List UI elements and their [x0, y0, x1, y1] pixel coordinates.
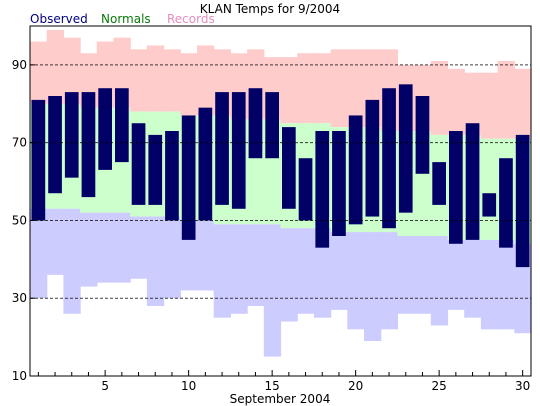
- observed-bar: [515, 134, 530, 268]
- record-low-bar: [430, 236, 449, 326]
- observed-bar: [499, 158, 513, 248]
- observed-bar: [382, 88, 396, 229]
- observed-bar: [365, 99, 380, 217]
- x-tick-label: 25: [432, 379, 447, 393]
- y-tick-label: 50: [12, 213, 27, 227]
- y-tick-label: 30: [12, 291, 27, 305]
- record-low-bar: [497, 239, 515, 330]
- y-tick-label: 70: [12, 136, 27, 150]
- legend-normals: Normals: [101, 12, 151, 26]
- record-low-bar: [146, 216, 165, 306]
- record-high-bar: [514, 68, 532, 139]
- record-high-bar: [480, 72, 499, 139]
- record-high-bar: [63, 37, 81, 104]
- record-low-bar: [330, 232, 348, 310]
- record-high-bar: [497, 61, 515, 139]
- observed-bar: [348, 115, 363, 225]
- record-high-bar: [447, 68, 465, 135]
- record-high-bar: [130, 49, 148, 112]
- record-low-bar: [480, 239, 499, 330]
- record-low-bar: [297, 228, 315, 314]
- record-low-bar: [80, 212, 98, 287]
- record-low-bar: [197, 220, 215, 291]
- observed-bar: [64, 92, 79, 178]
- record-high-bar: [464, 72, 482, 135]
- normal-range-bar: [480, 138, 499, 240]
- record-high-bar: [313, 53, 332, 124]
- plot-frame: [29, 25, 532, 377]
- record-low-bar: [380, 232, 398, 330]
- record-high-bar: [430, 61, 449, 135]
- observed-bar: [98, 88, 112, 170]
- observed-bar: [131, 123, 146, 205]
- observed-bar: [398, 84, 413, 213]
- chart-title: KLAN Temps for 9/2004: [200, 2, 340, 16]
- observed-bar: [115, 88, 129, 163]
- grid-layer: [30, 64, 531, 299]
- record-high-bar: [146, 45, 165, 112]
- observed-bar: [248, 88, 263, 159]
- observed-bar: [148, 134, 163, 205]
- observed-bar: [231, 92, 246, 209]
- record-high-bar: [46, 29, 64, 104]
- record-low-bar: [247, 224, 265, 306]
- observed-bar: [449, 131, 463, 244]
- record-high-bar: [163, 49, 181, 112]
- record-low-bar: [130, 216, 148, 279]
- x-tick-label: 30: [515, 379, 530, 393]
- record-high-bar: [30, 41, 48, 104]
- observed-bar: [181, 115, 196, 240]
- x-tick-label: 10: [181, 379, 196, 393]
- observed-bar: [315, 131, 330, 248]
- bars-layer: [30, 29, 532, 357]
- record-high-bar: [347, 49, 365, 128]
- record-low-bar: [113, 212, 131, 283]
- observed-bar: [31, 99, 46, 221]
- x-tick-label: 5: [101, 379, 109, 393]
- record-low-bar: [163, 216, 181, 299]
- record-low-bar: [347, 232, 365, 330]
- record-low-bar: [397, 236, 415, 314]
- record-low-bar: [280, 228, 298, 322]
- observed-bar: [432, 162, 446, 205]
- record-low-bar: [230, 224, 248, 314]
- y-tick-label: 90: [12, 58, 27, 72]
- record-high-bar: [197, 45, 215, 116]
- x-axis-title: September 2004: [230, 392, 331, 406]
- observed-bar: [482, 193, 497, 217]
- record-low-bar: [414, 236, 432, 314]
- record-low-bar: [464, 239, 482, 318]
- record-low-bar: [447, 239, 465, 310]
- record-low-bar: [46, 208, 64, 275]
- x-tick-label: 15: [265, 379, 280, 393]
- observed-bar: [215, 92, 229, 205]
- observed-bar: [415, 96, 430, 174]
- record-low-bar: [63, 208, 81, 314]
- observed-bar: [198, 107, 213, 221]
- record-low-bar: [30, 208, 48, 299]
- record-low-bar: [96, 212, 115, 283]
- legend-records: Records: [167, 12, 215, 26]
- observed-bar: [265, 92, 279, 159]
- observed-bar: [165, 131, 179, 221]
- record-high-bar: [280, 57, 298, 124]
- observed-bar: [282, 127, 296, 209]
- observed-bar: [298, 158, 313, 221]
- y-tick-label: 10: [12, 369, 27, 383]
- record-low-bar: [313, 228, 332, 318]
- observed-bar: [332, 131, 346, 236]
- record-low-bar: [263, 224, 282, 357]
- observed-bar: [48, 96, 62, 194]
- record-low-bar: [213, 224, 231, 318]
- axis-layer: 10 30 50 70 90 5 10 15 20 25 30: [12, 58, 531, 393]
- record-low-bar: [364, 232, 382, 341]
- observed-bar: [81, 92, 96, 198]
- legend-observed: Observed: [30, 12, 88, 26]
- record-high-bar: [180, 53, 198, 116]
- record-high-bar: [330, 49, 348, 128]
- observed-bar: [465, 123, 480, 240]
- x-tick-label: 20: [348, 379, 363, 393]
- record-high-bar: [297, 53, 315, 124]
